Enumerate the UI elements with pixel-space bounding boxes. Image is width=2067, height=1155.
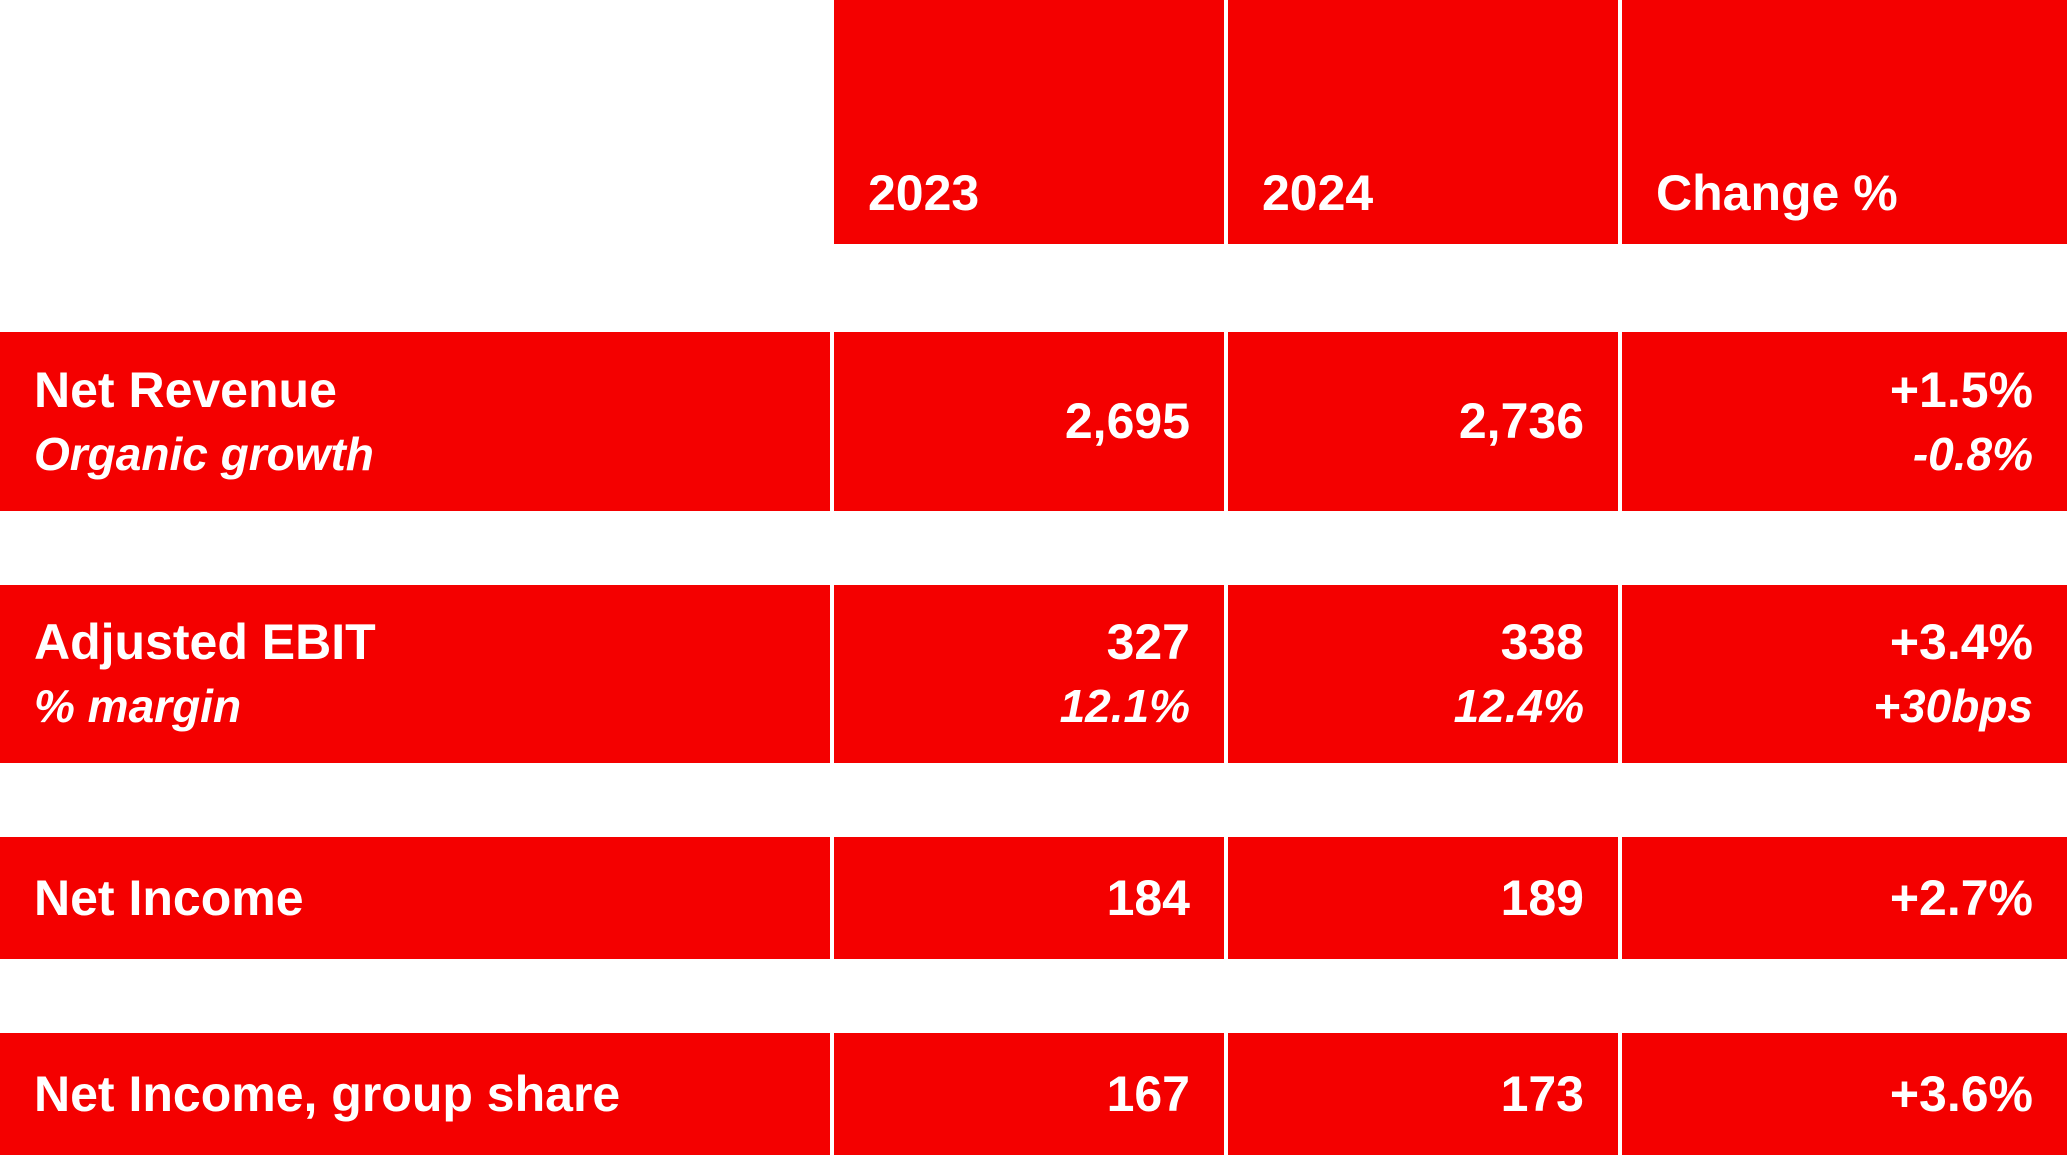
header-title: in millions of euros: [34, 64, 796, 122]
row-change-primary: +3.4%: [1890, 612, 2033, 672]
table-row: Net Income 184 189 +2.7%: [0, 837, 2067, 959]
row-2024-primary: 2,736: [1459, 391, 1584, 451]
row-change-cell: +2.7%: [1622, 837, 2067, 959]
header-label-cell: in millions of euros (unaudited consolid…: [0, 0, 830, 244]
row-gap: [0, 959, 2067, 1033]
header-col-2024: 2024: [1228, 0, 1618, 244]
header-col-change: Change %: [1622, 0, 2067, 244]
row-label-secondary: % margin: [34, 678, 796, 736]
row-2023-primary: 2,695: [1065, 391, 1190, 451]
row-change-secondary: -0.8%: [1913, 426, 2033, 484]
row-2023-primary: 184: [1107, 868, 1190, 928]
row-label-cell: Adjusted EBIT % margin: [0, 585, 830, 763]
row-change-cell: +3.6%: [1622, 1033, 2067, 1155]
row-change-primary: +3.6%: [1890, 1064, 2033, 1124]
header-col-2023: 2023: [834, 0, 1224, 244]
row-change-cell: +1.5% -0.8%: [1622, 332, 2067, 510]
row-label-primary: Net Income, group share: [34, 1064, 796, 1124]
row-change-primary: +2.7%: [1890, 868, 2033, 928]
row-label-cell: Net Revenue Organic growth: [0, 332, 830, 510]
row-2023-secondary: 12.1%: [1060, 678, 1190, 736]
table-row: Adjusted EBIT % margin 327 12.1% 338 12.…: [0, 585, 2067, 763]
row-change-cell: +3.4% +30bps: [1622, 585, 2067, 763]
row-2024-cell: 2,736: [1228, 332, 1618, 510]
row-2023-cell: 184: [834, 837, 1224, 959]
row-label-cell: Net Income, group share: [0, 1033, 830, 1155]
row-2024-primary: 173: [1501, 1064, 1584, 1124]
row-change-primary: +1.5%: [1890, 360, 2033, 420]
row-2024-primary: 189: [1501, 868, 1584, 928]
header-subtitle: (unaudited consolidated accounts): [34, 128, 796, 180]
row-change-secondary: +30bps: [1873, 678, 2033, 736]
row-2023-primary: 167: [1107, 1064, 1190, 1124]
row-gap: [0, 244, 2067, 332]
row-2023-cell: 327 12.1%: [834, 585, 1224, 763]
row-2023-cell: 2,695: [834, 332, 1224, 510]
row-2023-cell: 167: [834, 1033, 1224, 1155]
financial-table: in millions of euros (unaudited consolid…: [0, 0, 2067, 1155]
row-2024-cell: 173: [1228, 1033, 1618, 1155]
table-row: Net Income, group share 167 173 +3.6%: [0, 1033, 2067, 1155]
row-2024-secondary: 12.4%: [1454, 678, 1584, 736]
row-2024-cell: 338 12.4%: [1228, 585, 1618, 763]
row-2023-primary: 327: [1107, 612, 1190, 672]
row-gap: [0, 511, 2067, 585]
table-row: Net Revenue Organic growth 2,695 2,736 +…: [0, 332, 2067, 510]
row-label-cell: Net Income: [0, 837, 830, 959]
row-2024-primary: 338: [1501, 612, 1584, 672]
row-label-secondary: Organic growth: [34, 426, 796, 484]
table-header-row: in millions of euros (unaudited consolid…: [0, 0, 2067, 244]
row-2024-cell: 189: [1228, 837, 1618, 959]
row-label-primary: Net Revenue: [34, 360, 796, 420]
row-label-primary: Adjusted EBIT: [34, 612, 796, 672]
row-gap: [0, 763, 2067, 837]
row-label-primary: Net Income: [34, 868, 796, 928]
